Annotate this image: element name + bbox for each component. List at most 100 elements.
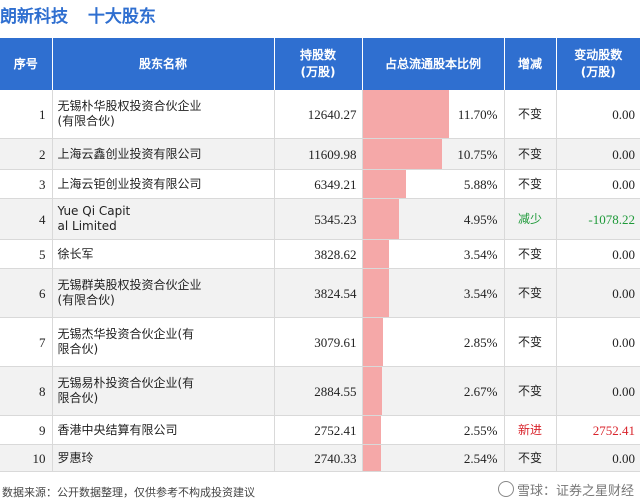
row-index: 7 — [0, 317, 53, 367]
table-row: 10 罗惠玲 2740.33 2.54% 不变 0.00 — [0, 444, 640, 472]
row-index: 3 — [0, 169, 53, 199]
changed-shares: 0.00 — [556, 268, 640, 318]
shares-held: 3824.54 — [274, 268, 363, 318]
change-direction: 新进 — [504, 415, 557, 445]
table-row: 7 无锡杰华投资合伙企业(有 限合伙) 3079.61 2.85% 不变 0.00 — [0, 317, 640, 367]
shares-held: 2884.55 — [274, 366, 363, 416]
row-index: 10 — [0, 444, 53, 472]
changed-shares: 0.00 — [556, 444, 640, 472]
watermark-text: 雪球：证券之星财经 — [516, 484, 634, 499]
ratio-cell: 2.54% — [362, 444, 505, 472]
section-title: 十大股东 — [87, 7, 156, 27]
shares-held: 12640.27 — [274, 90, 363, 139]
table-row: 1 无锡朴华股权投资合伙企业 (有限合伙) 12640.27 11.70% 不变 0.00 — [0, 90, 640, 139]
row-index: 4 — [0, 198, 53, 240]
change-direction: 减少 — [504, 198, 557, 240]
ratio-cell: 2.55% — [362, 415, 505, 445]
col-header-delta: 变动股数 (万股) — [556, 38, 640, 90]
row-index: 2 — [0, 138, 53, 170]
shares-held: 2752.41 — [274, 415, 363, 445]
ratio-cell: 11.70% — [362, 90, 505, 139]
table-row: 2 上海云鑫创业投资有限公司 11609.98 10.75% 不变 0.00 — [0, 138, 640, 170]
table-row: 6 无锡群英股权投资合伙企业 (有限合伙) 3824.54 3.54% 不变 0.00 — [0, 268, 640, 318]
ratio-value: 5.88% — [463, 176, 498, 192]
watermark: 雪球：证券之星财经 — [497, 480, 634, 499]
data-source-note: 数据来源：公开数据整理，仅供参考不构成投资建议 — [2, 486, 255, 499]
ratio-bar — [362, 139, 442, 169]
ratio-value: 2.85% — [463, 334, 498, 350]
shareholder-name: 上海云鑫创业投资有限公司 — [52, 138, 275, 170]
ratio-cell: 4.95% — [362, 198, 505, 240]
row-index: 5 — [0, 239, 53, 269]
shares-held: 11609.98 — [274, 138, 363, 170]
shares-held: 5345.23 — [274, 198, 363, 240]
ratio-bar — [362, 367, 383, 415]
ratio-cell: 3.54% — [362, 268, 505, 318]
ratio-bar — [362, 199, 399, 239]
snowball-logo-icon — [497, 481, 514, 497]
change-direction: 不变 — [504, 239, 557, 269]
shareholder-table: 序号 股东名称 持股数 (万股) 占总流通股本比例 增减 变动股数 (万股) 1… — [0, 38, 640, 472]
ratio-value: 10.75% — [457, 146, 498, 162]
shareholder-name: 香港中央结算有限公司 — [52, 415, 275, 445]
ratio-value: 3.54% — [463, 246, 498, 262]
company-name: 朗新科技 — [0, 7, 68, 27]
ratio-value: 2.54% — [463, 450, 498, 466]
table-row: 4 Yue Qi Capit al Limited 5345.23 4.95% 减少 -1… — [0, 198, 640, 240]
shares-held: 3828.62 — [274, 239, 363, 269]
change-direction: 不变 — [504, 90, 557, 139]
ratio-bar — [362, 416, 382, 444]
changed-shares: 0.00 — [556, 317, 640, 367]
col-header-name: 股东名称 — [52, 38, 275, 90]
change-direction: 不变 — [504, 138, 557, 170]
shareholder-name: 罗惠玲 — [52, 444, 275, 472]
ratio-value: 2.67% — [463, 383, 498, 399]
changed-shares: -1078.22 — [556, 198, 640, 240]
ratio-bar — [362, 240, 389, 268]
changed-shares: 0.00 — [556, 366, 640, 416]
ratio-value: 2.55% — [463, 422, 498, 438]
ratio-value: 4.95% — [463, 211, 498, 227]
shareholder-name: 无锡群英股权投资合伙企业 (有限合伙) — [52, 268, 275, 318]
change-direction: 不变 — [504, 169, 557, 199]
shareholder-name: 无锡朴华股权投资合伙企业 (有限合伙) — [52, 90, 275, 139]
shareholder-name: 上海云钜创业投资有限公司 — [52, 169, 275, 199]
shareholder-name: 无锡易朴投资合伙企业(有 限合伙) — [52, 366, 275, 416]
shareholder-name: 无锡杰华投资合伙企业(有 限合伙) — [52, 317, 275, 367]
row-index: 1 — [0, 90, 53, 139]
table-row: 9 香港中央结算有限公司 2752.41 2.55% 新进 2752.41 — [0, 415, 640, 445]
changed-shares: 2752.41 — [556, 415, 640, 445]
change-direction: 不变 — [504, 268, 557, 318]
col-header-index: 序号 — [0, 38, 53, 90]
ratio-bar — [362, 318, 384, 366]
changed-shares: 0.00 — [556, 239, 640, 269]
shares-held: 2740.33 — [274, 444, 363, 472]
shareholder-name: Yue Qi Capit al Limited — [52, 198, 275, 240]
ratio-value: 3.54% — [463, 285, 498, 301]
ratio-value: 11.70% — [457, 106, 498, 122]
ratio-bar — [362, 90, 449, 138]
page-title: 朗新科技 十大股东 — [0, 2, 170, 28]
table-body: 1 无锡朴华股权投资合伙企业 (有限合伙) 12640.27 11.70% 不变 0.00… — [0, 90, 640, 472]
col-header-change: 增减 — [504, 38, 557, 90]
ratio-bar — [362, 170, 406, 198]
shareholder-name: 徐长军 — [52, 239, 275, 269]
shares-held: 6349.21 — [274, 169, 363, 199]
ratio-bar — [362, 269, 389, 317]
ratio-bar — [362, 445, 382, 471]
ratio-cell: 2.85% — [362, 317, 505, 367]
row-index: 8 — [0, 366, 53, 416]
row-index: 6 — [0, 268, 53, 318]
shares-held: 3079.61 — [274, 317, 363, 367]
ratio-cell: 2.67% — [362, 366, 505, 416]
change-direction: 不变 — [504, 317, 557, 367]
col-header-ratio: 占总流通股本比例 — [362, 38, 505, 90]
changed-shares: 0.00 — [556, 169, 640, 199]
ratio-cell: 3.54% — [362, 239, 505, 269]
change-direction: 不变 — [504, 366, 557, 416]
table-header-row: 序号 股东名称 持股数 (万股) 占总流通股本比例 增减 变动股数 (万股) — [0, 38, 640, 90]
table-row: 5 徐长军 3828.62 3.54% 不变 0.00 — [0, 239, 640, 269]
changed-shares: 0.00 — [556, 138, 640, 170]
ratio-cell: 5.88% — [362, 169, 505, 199]
table-row: 3 上海云钜创业投资有限公司 6349.21 5.88% 不变 0.00 — [0, 169, 640, 199]
